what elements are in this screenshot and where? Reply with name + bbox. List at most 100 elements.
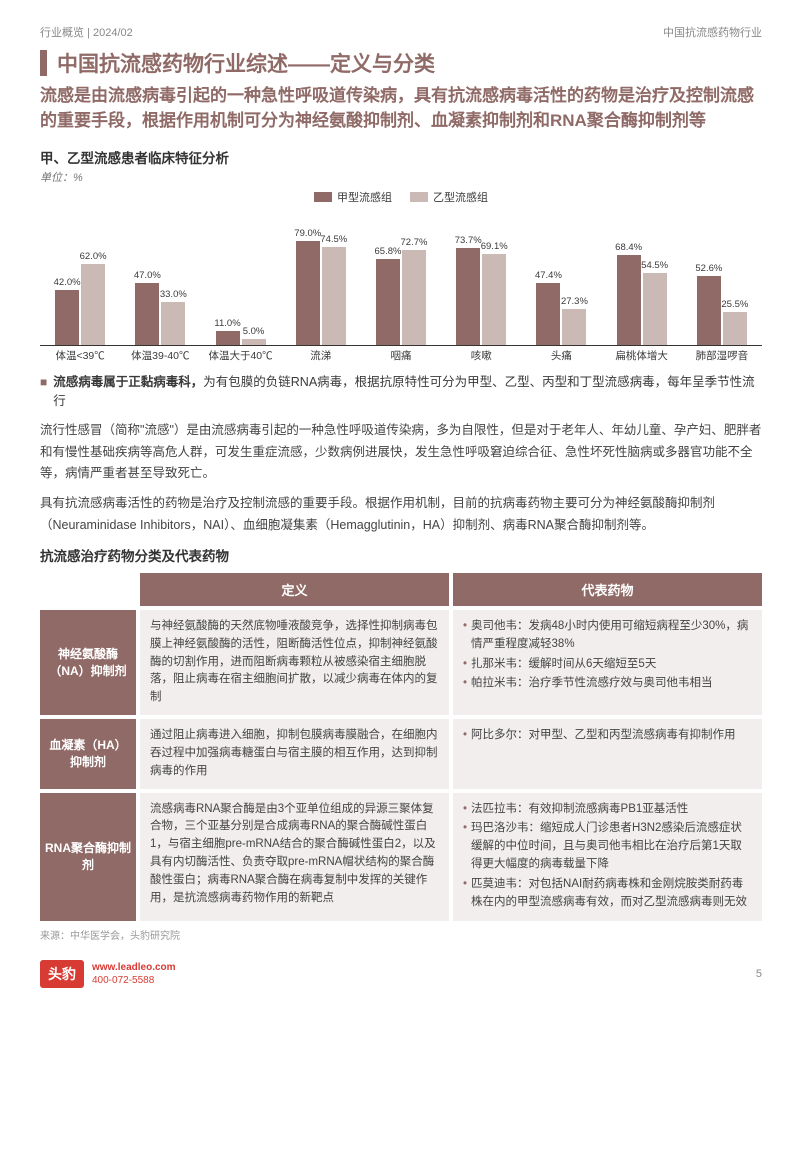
table-title: 抗流感治疗药物分类及代表药物 <box>40 545 762 565</box>
bullet-dot-icon: • <box>463 727 467 745</box>
row-definition: 与神经氨酸酶的天然底物唾液酸竞争，选择性抑制病毒包膜上神经氨酸酶的活性，阻断酶活… <box>140 610 449 715</box>
bar-s2: 33.0% <box>161 302 185 345</box>
bar-value-label: 73.7% <box>455 235 482 246</box>
legend-swatch-2 <box>410 192 428 202</box>
drug-item: •玛巴洛沙韦：缩短成人门诊患者H3N2感染后流感症状缓解的中位时间，且与奥司他韦… <box>463 820 752 873</box>
bar-chart-area: 42.0%62.0%47.0%33.0%11.0%5.0%79.0%74.5%6… <box>40 211 762 346</box>
page-footer: 头豹 www.leadleo.com 400-072-5588 5 <box>40 954 762 988</box>
bullet-dot-icon: • <box>463 820 467 873</box>
bar-value-label: 68.4% <box>615 242 642 253</box>
chart-group: 47.4% 27.3% <box>523 233 599 345</box>
category-label: 咽痛 <box>363 346 439 363</box>
chart-legend: 甲型流感组 乙型流感组 <box>40 189 762 205</box>
row-header: RNA聚合酶抑制剂 <box>40 793 136 922</box>
chart-unit: 单位：% <box>40 169 762 185</box>
page-header: 行业概览 | 2024/02 中国抗流感药物行业 <box>40 24 762 40</box>
drug-text: 阿比多尔：对甲型、乙型和丙型流感病毒有抑制作用 <box>471 727 736 745</box>
bar-s1: 11.0% <box>216 331 240 345</box>
bar-value-label: 52.6% <box>695 263 722 274</box>
chart-group: 11.0%5.0% <box>202 233 278 345</box>
legend-item-2: 乙型流感组 <box>410 189 488 205</box>
bar-value-label: 42.0% <box>54 277 81 288</box>
bar-s2: 54.5% <box>643 273 667 345</box>
category-label: 体温大于40℃ <box>202 346 278 363</box>
bar-s2: 5.0% <box>242 339 266 346</box>
bullet-dot-icon: • <box>463 656 467 674</box>
table-header-spacer <box>40 573 136 606</box>
bullet-dot-icon: • <box>463 675 467 693</box>
page-subtitle: 流感是由流感病毒引起的一种急性呼吸道传染病，具有抗流感病毒活性的药物是治疗及控制… <box>40 84 762 133</box>
legend-item-1: 甲型流感组 <box>314 189 392 205</box>
bar-s2: 25.5% <box>723 312 747 346</box>
drug-text: 匹莫迪韦：对包括NAI耐药病毒株和金刚烷胺类耐药毒株在内的甲型流感病毒有效，而对… <box>471 876 752 912</box>
chart-group: 42.0%62.0% <box>42 233 118 345</box>
bar-s2: 69.1% <box>482 254 506 345</box>
footer-tel: 400-072-5588 <box>92 974 176 987</box>
row-definition: 通过阻止病毒进入细胞，抑制包膜病毒膜融合，在细胞内吞过程中加强病毒糖蛋白与宿主膜… <box>140 719 449 788</box>
table-header-drugs: 代表药物 <box>453 573 762 606</box>
bar-value-label: 47.0% <box>134 270 161 281</box>
bar-value-label: 27.3% <box>561 296 588 307</box>
category-label: 体温39-40℃ <box>122 346 198 363</box>
bar-value-label: 11.0% <box>214 318 240 329</box>
bar-s2: 62.0% <box>81 264 105 346</box>
bar-s2: 72.7% <box>402 250 426 346</box>
row-header: 神经氨酸酶（NA）抑制剂 <box>40 610 136 715</box>
footer-contact: www.leadleo.com 400-072-5588 <box>92 961 176 987</box>
title-accent-bar <box>40 50 47 76</box>
chart-group: 47.0%33.0% <box>122 233 198 345</box>
bar-value-label: 69.1% <box>481 241 508 252</box>
bullet-dot-icon: • <box>463 876 467 912</box>
bar-value-label: 5.0% <box>243 326 265 337</box>
bar-value-label: 79.0% <box>294 228 321 239</box>
category-label: 流涕 <box>283 346 359 363</box>
category-label: 扁桃体增大 <box>604 346 680 363</box>
bar-s1: 52.6% <box>697 276 721 345</box>
page-title: 中国抗流感药物行业综述——定义与分类 <box>57 48 435 78</box>
drug-text: 扎那米韦：缓解时间从6天缩短至5天 <box>471 656 656 674</box>
category-label: 咳嗽 <box>443 346 519 363</box>
row-header: 血凝素（HA）抑制剂 <box>40 719 136 788</box>
bar-s1: 79.0% <box>296 241 320 345</box>
bullet-dot-icon: • <box>463 618 467 654</box>
drug-text: 奥司他韦：发病48小时内使用可缩短病程至少30%，病情严重程度减轻38% <box>471 618 752 654</box>
table-row: 神经氨酸酶（NA）抑制剂与神经氨酸酶的天然底物唾液酸竞争，选择性抑制病毒包膜上神… <box>40 610 762 715</box>
category-label: 头痛 <box>523 346 599 363</box>
bar-s1: 68.4% <box>617 255 641 345</box>
drug-text: 帕拉米韦：治疗季节性流感疗效与奥司他韦相当 <box>471 675 713 693</box>
bar-value-label: 25.5% <box>721 299 748 310</box>
drug-item: •帕拉米韦：治疗季节性流感疗效与奥司他韦相当 <box>463 675 752 693</box>
table-row: RNA聚合酶抑制剂流感病毒RNA聚合酶是由3个亚单位组成的异源三聚体复合物，三个… <box>40 793 762 922</box>
paragraph-2: 具有抗流感病毒活性的药物是治疗及控制流感的重要手段。根据作用机制，目前的抗病毒药… <box>40 493 762 537</box>
row-drugs: •奥司他韦：发病48小时内使用可缩短病程至少30%，病情严重程度减轻38%•扎那… <box>453 610 762 715</box>
chart-group: 68.4%54.5% <box>604 233 680 345</box>
bar-value-label: 65.8% <box>375 246 402 257</box>
clinical-features-chart: 甲型流感组 乙型流感组 42.0%62.0%47.0%33.0%11.0%5.0… <box>40 189 762 363</box>
bar-value-label: 72.7% <box>401 237 428 248</box>
bar-s1: 42.0% <box>55 290 79 345</box>
bar-s1: 65.8% <box>376 259 400 346</box>
chart-group: 73.7%69.1% <box>443 233 519 345</box>
chart-group: 79.0%74.5% <box>283 233 359 345</box>
row-drugs: •法匹拉韦：有效抑制流感病毒PB1亚基活性•玛巴洛沙韦：缩短成人门诊患者H3N2… <box>453 793 762 922</box>
drug-text: 玛巴洛沙韦：缩短成人门诊患者H3N2感染后流感症状缓解的中位时间，且与奥司他韦相… <box>471 820 752 873</box>
category-label: 体温<39℃ <box>42 346 118 363</box>
bar-s2: 27.3% <box>562 309 586 345</box>
bar-value-label: 62.0% <box>80 251 107 262</box>
bar-value-label: 74.5% <box>320 234 347 245</box>
legend-label-1: 甲型流感组 <box>337 189 392 205</box>
chart-section-title: 甲、乙型流感患者临床特征分析 <box>40 147 762 167</box>
footer-url: www.leadleo.com <box>92 961 176 974</box>
category-label: 肺部湿啰音 <box>684 346 760 363</box>
bar-value-label: 54.5% <box>641 260 668 271</box>
intro-bullet-text: 流感病毒属于正黏病毒科，为有包膜的负链RNA病毒，根据抗原特性可分为甲型、乙型、… <box>53 373 762 412</box>
chart-group: 65.8%72.7% <box>363 233 439 345</box>
drug-text: 法匹拉韦：有效抑制流感病毒PB1亚基活性 <box>471 801 688 819</box>
row-definition: 流感病毒RNA聚合酶是由3个亚单位组成的异源三聚体复合物，三个亚基分别是合成病毒… <box>140 793 449 922</box>
page-number: 5 <box>756 968 762 980</box>
bar-value-label: 47.4% <box>535 270 562 281</box>
intro-bullet: ■ 流感病毒属于正黏病毒科，为有包膜的负链RNA病毒，根据抗原特性可分为甲型、乙… <box>40 373 762 412</box>
bar-s1: 47.0% <box>135 283 159 345</box>
drug-item: •奥司他韦：发病48小时内使用可缩短病程至少30%，病情严重程度减轻38% <box>463 618 752 654</box>
drug-item: •阿比多尔：对甲型、乙型和丙型流感病毒有抑制作用 <box>463 727 752 745</box>
